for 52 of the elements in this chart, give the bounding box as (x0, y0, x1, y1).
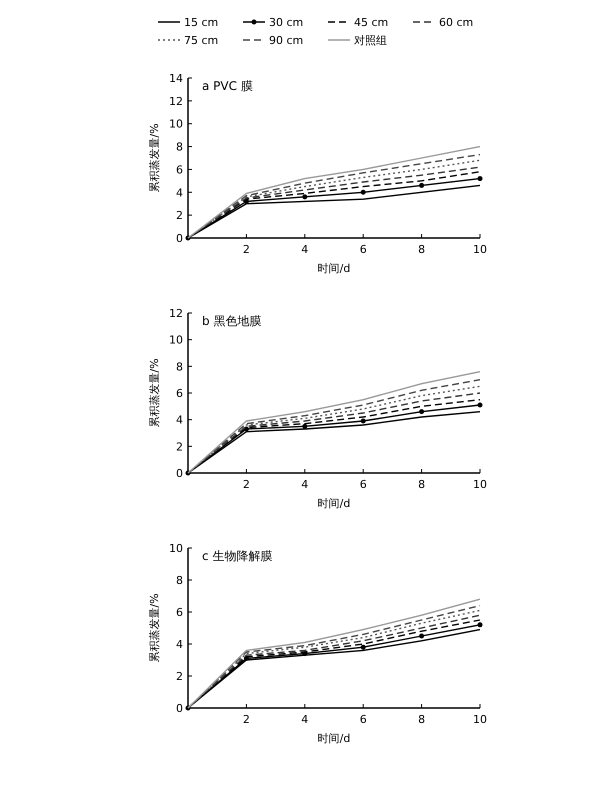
y-tick-label: 12 (169, 307, 183, 320)
y-tick-label: 10 (169, 118, 183, 131)
y-tick-label: 10 (169, 542, 183, 555)
x-tick-label: 8 (418, 478, 426, 491)
x-axis-title: 时间/d (318, 732, 350, 745)
x-tick-label: 8 (418, 243, 426, 256)
chart-title: c 生物降解膜 (202, 549, 272, 563)
legend-label: 60 cm (439, 16, 474, 29)
x-tick-label: 8 (418, 713, 426, 726)
y-axis-title: 累积蒸发量/% (148, 593, 161, 663)
x-tick-label: 4 (301, 478, 308, 491)
x-axis-title: 时间/d (318, 262, 350, 275)
y-tick-label: 8 (176, 360, 183, 374)
y-axis-title: 累积蒸发量/% (148, 358, 161, 428)
x-tick-label: 6 (360, 713, 367, 726)
y-tick-label: 4 (176, 638, 183, 651)
y-tick-label: 2 (176, 440, 183, 454)
legend-label: 75 cm (184, 34, 218, 47)
x-tick-label: 10 (473, 478, 487, 491)
y-tick-label: 8 (176, 574, 183, 587)
legend-label: 30 cm (269, 16, 304, 29)
x-axis-title: 时间/d (318, 497, 350, 510)
legend-label: 45 cm (354, 16, 388, 29)
x-tick-label: 2 (242, 243, 250, 256)
y-tick-label: 4 (176, 414, 183, 427)
x-tick-label: 6 (360, 478, 367, 491)
y-tick-label: 0 (176, 702, 183, 715)
legend-label: 90 cm (269, 34, 304, 47)
y-tick-label: 6 (176, 387, 183, 400)
x-tick-label: 6 (360, 243, 367, 256)
y-tick-label: 2 (176, 670, 183, 683)
legend-label: 15 cm (184, 16, 218, 29)
x-tick-label: 2 (242, 478, 250, 491)
x-tick-label: 10 (473, 713, 487, 726)
y-tick-label: 2 (176, 209, 183, 222)
y-tick-label: 6 (176, 163, 183, 176)
y-tick-label: 0 (176, 467, 183, 480)
y-tick-label: 6 (176, 606, 183, 619)
y-tick-label: 8 (176, 140, 183, 154)
x-tick-label: 4 (301, 713, 308, 726)
chart-title: b 黑色地膜 (202, 314, 262, 328)
y-tick-label: 0 (176, 232, 183, 245)
legend-label: 对照组 (354, 34, 387, 47)
y-tick-label: 12 (169, 94, 183, 108)
y-tick-label: 10 (169, 334, 183, 347)
y-axis-title: 累积蒸发量/% (148, 123, 161, 193)
x-tick-label: 4 (301, 243, 308, 256)
y-tick-label: 4 (176, 186, 183, 200)
y-tick-label: 14 (169, 72, 183, 85)
chart-title: a PVC 膜 (202, 79, 253, 93)
x-tick-label: 10 (473, 243, 487, 256)
x-tick-label: 2 (242, 713, 250, 726)
